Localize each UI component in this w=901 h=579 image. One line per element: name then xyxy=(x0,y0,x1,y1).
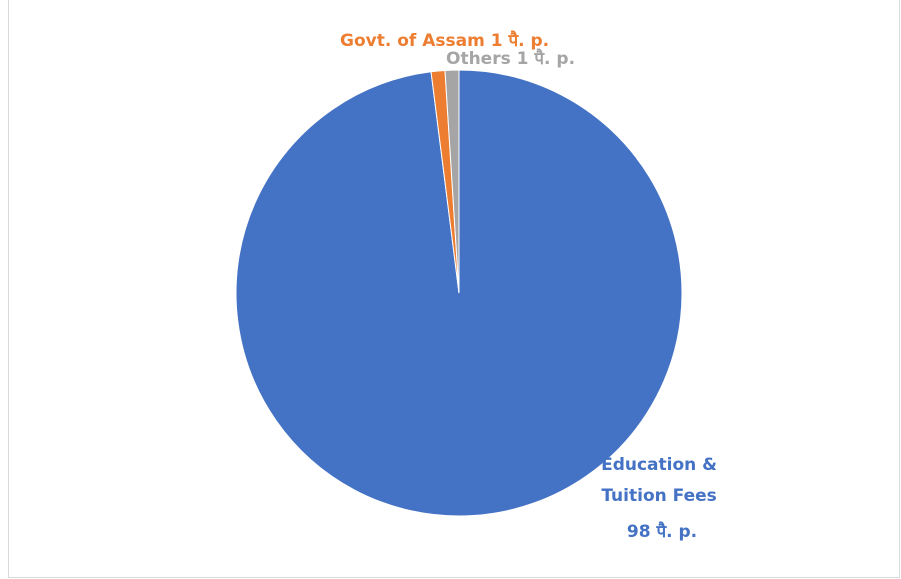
label-education: Education & Tuition Fees 98 पै. p. xyxy=(601,455,723,542)
label-govt: Govt. of Assam 1 पै. p. xyxy=(340,30,549,51)
slice-others xyxy=(444,69,460,294)
label-others: Others 1 पै. p. xyxy=(446,48,575,69)
chart-area xyxy=(8,0,900,578)
